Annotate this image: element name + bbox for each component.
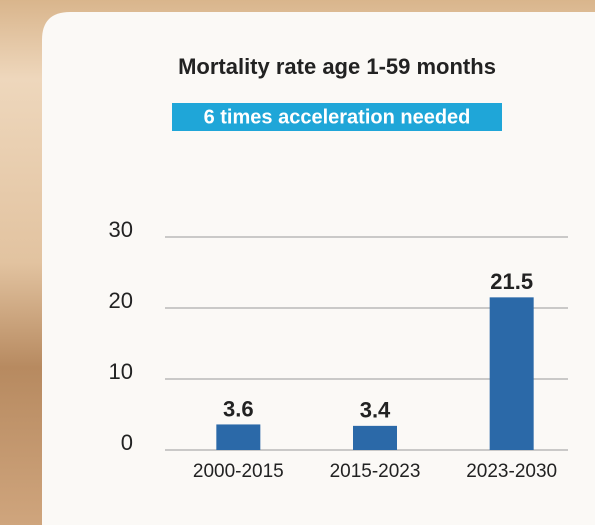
subtitle-box (172, 103, 502, 131)
x-tick-label: 2015-2023 (330, 461, 421, 482)
value-label: 21.5 (490, 269, 533, 294)
y-tick-label: 30 (109, 217, 133, 242)
value-label: 3.4 (360, 398, 391, 423)
card (42, 12, 595, 525)
y-tick-label: 10 (109, 359, 133, 384)
bar (216, 424, 261, 450)
x-tick-label: 2023-2030 (466, 461, 557, 482)
bar (489, 297, 534, 450)
bar (353, 425, 397, 450)
y-tick-label: 0 (121, 430, 133, 455)
chart-subtitle: 6 times acceleration needed (204, 106, 471, 128)
y-tick-label: 20 (109, 288, 133, 313)
value-label: 3.6 (223, 396, 254, 421)
x-tick-label: 2000-2015 (193, 461, 284, 482)
chart-title: Mortality rate age 1-59 months (178, 54, 496, 79)
